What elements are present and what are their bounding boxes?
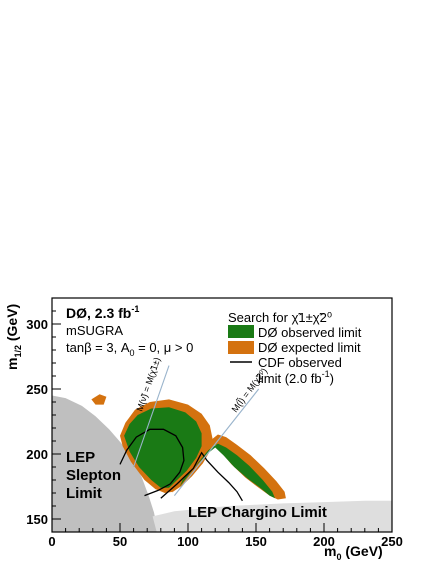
legend-label-expected: DØ expected limit xyxy=(258,340,361,355)
x-tick-label: 100 xyxy=(177,534,199,549)
legend-header: Search for χ̃1±χ̃2⁰ xyxy=(228,310,332,325)
y-tick-label: 150 xyxy=(26,512,48,527)
x-tick-label: 0 xyxy=(48,534,55,549)
x-axis-label: m0 (GeV) xyxy=(324,543,383,562)
y-tick-label: 200 xyxy=(26,447,48,462)
m-l-m-2-line-0 xyxy=(173,388,260,496)
legend-label-cdf-1: CDF observed xyxy=(258,355,342,370)
x-tick-label: 250 xyxy=(381,534,403,549)
x-tick-label: 200 xyxy=(313,534,335,549)
x-tick-label: 50 xyxy=(113,534,127,549)
d-expected-limit-region-2 xyxy=(91,394,107,405)
params-label: tanβ = 3, A0 = 0, μ > 0 xyxy=(66,340,193,358)
legend-swatch-expected xyxy=(228,341,254,354)
lep-slepton-label-3: Limit xyxy=(66,485,102,502)
lep-slepton-label-1: LEP xyxy=(66,449,95,466)
lep-slepton-limit-region-0 xyxy=(52,395,159,532)
y-tick-label: 300 xyxy=(26,317,48,332)
lep-slepton-label-2: Slepton xyxy=(66,467,121,484)
m-m-1-line-0 xyxy=(133,365,170,468)
d-observed-limit-region-1 xyxy=(179,443,275,499)
y-tick-label: 250 xyxy=(26,382,48,397)
model-label: mSUGRA xyxy=(66,323,123,338)
y-axis-label: m1/2 (GeV) xyxy=(4,304,23,370)
cdf-observed-limit-line-0 xyxy=(119,428,185,497)
d-observed-limit-region-0 xyxy=(124,407,202,488)
legend: Search for χ̃1±χ̃2⁰ DØ observed limit DØ… xyxy=(228,310,362,386)
cdf-observed-limit-line-1 xyxy=(160,451,243,502)
legend-swatch-observed xyxy=(228,325,254,338)
lep-chargino-limit-region-0 xyxy=(152,500,392,532)
experiment-label: DØ, 2.3 fb-1 xyxy=(66,304,139,321)
lep-chargino-label: LEP Chargino Limit xyxy=(188,504,327,521)
legend-label-observed: DØ observed limit xyxy=(258,325,362,340)
x-tick-label: 150 xyxy=(245,534,267,549)
legend-label-cdf-2: limit (2.0 fb-1) xyxy=(258,369,334,386)
